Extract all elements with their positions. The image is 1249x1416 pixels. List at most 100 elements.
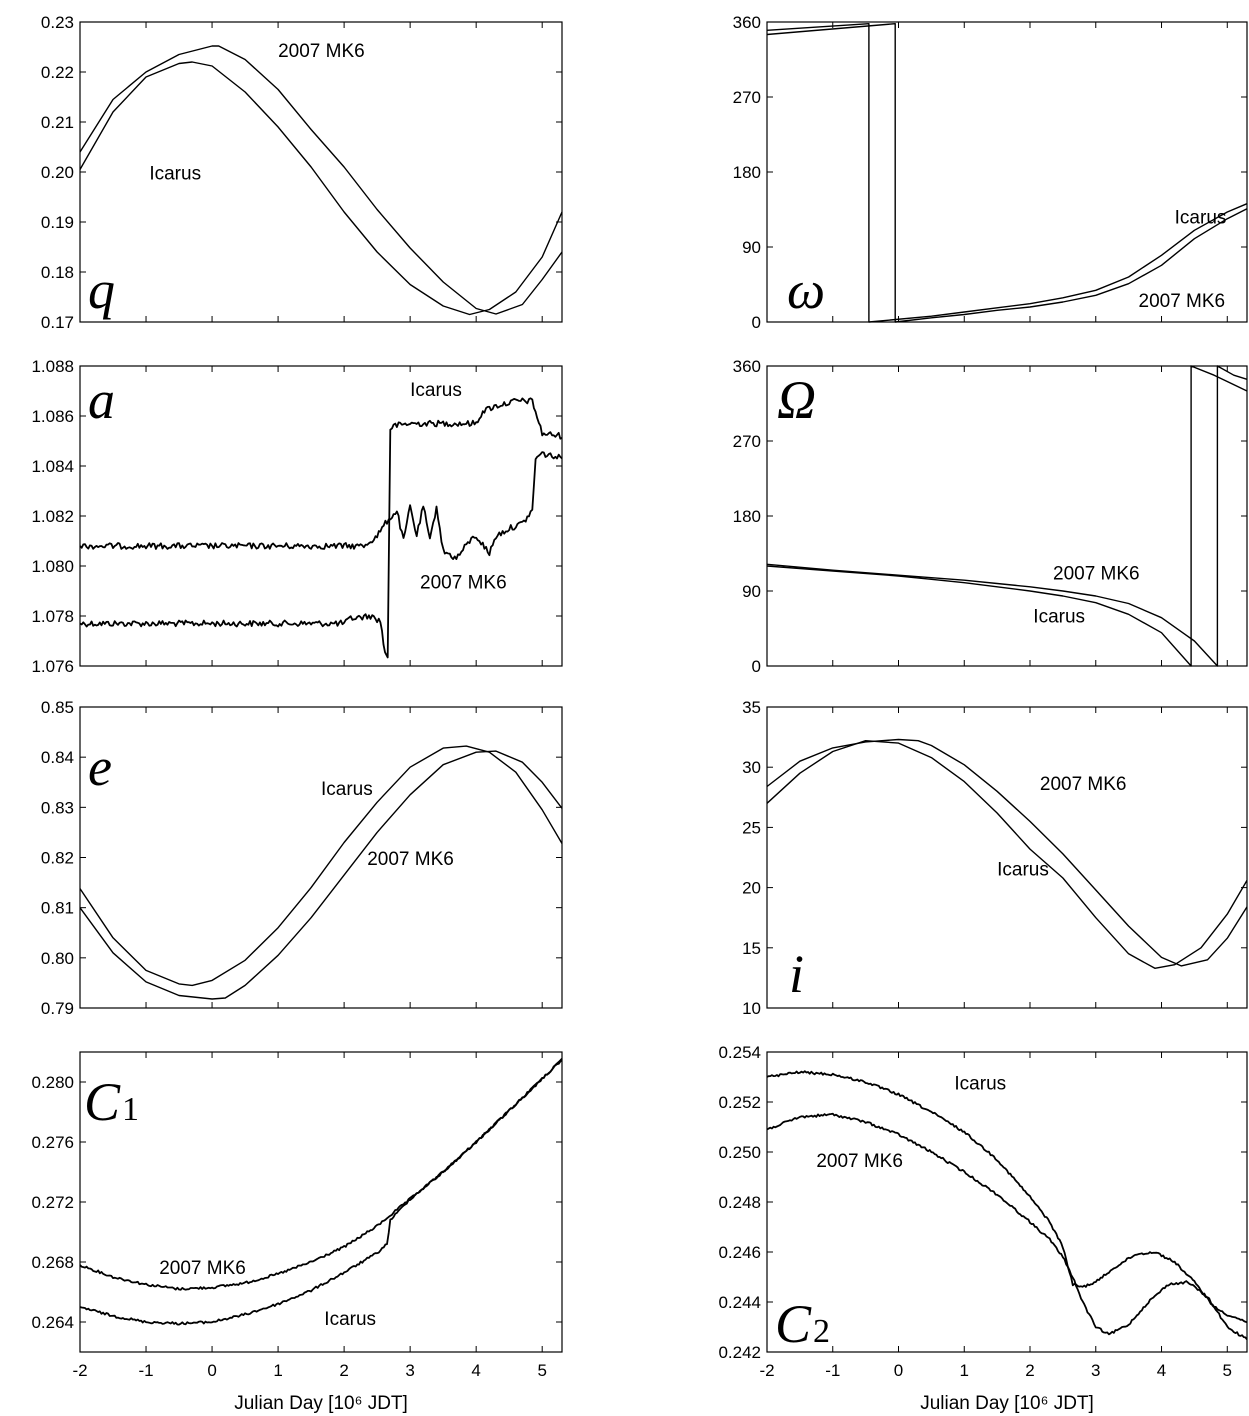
panel-e: 0.79 0.80 0.81 0.82 0.83 0.84 0.85 Icarus 2007 M…: [41, 698, 563, 1018]
x-tick-label: 4: [471, 1361, 480, 1380]
series-annotation: 2007 MK6: [1040, 774, 1127, 795]
series-2007-mk6-line: [79, 1057, 563, 1291]
series-annotation: 2007 MK6: [1053, 563, 1140, 584]
y-tick-label: 0.21: [41, 113, 74, 132]
panel-a: 1.076 1.078 1.080 1.082 1.084 1.086 1.088 Icaru…: [31, 357, 563, 676]
y-tick-label: 0.248: [718, 1193, 761, 1212]
panel-symbol: i: [789, 944, 804, 1004]
series-annotation: Icarus: [149, 164, 201, 185]
x-tick-label: 0: [894, 1361, 903, 1380]
y-tick-label: 0.81: [41, 899, 74, 918]
panel-symbol: C1: [84, 1072, 139, 1132]
y-tick-label: 0.250: [718, 1143, 761, 1162]
y-tick-label: 1.088: [31, 357, 74, 376]
series-2007-mk6-line: [766, 23, 1248, 323]
series-icarus-line: [766, 740, 1248, 969]
series-annotation: 2007 MK6: [420, 573, 507, 594]
y-tick-label: 0.268: [31, 1253, 74, 1272]
y-tick-label: 0.83: [41, 798, 74, 817]
series-icarus-line: [79, 1059, 563, 1326]
y-tick-label: 0.17: [41, 313, 74, 332]
series-annotation: 2007 MK6: [1139, 291, 1226, 312]
panel-symbol: e: [88, 737, 112, 797]
x-tick-label: -2: [759, 1361, 774, 1380]
y-tick-label: 360: [733, 13, 761, 32]
y-tick-label: 0.85: [41, 698, 74, 717]
panel-frame: [79, 1051, 563, 1353]
panel-frame: [766, 706, 1248, 1009]
x-tick-label: -2: [72, 1361, 87, 1380]
panel-i: 10 15 20 25 30 35 2007 MK6 Icarus i: [742, 698, 1248, 1018]
y-tick-label: 90: [742, 582, 761, 601]
panel-symbol: C2: [775, 1294, 830, 1354]
y-tick-label: 20: [742, 879, 761, 898]
y-tick-label: 0.84: [41, 748, 74, 767]
panel-frame: [79, 365, 563, 667]
y-tick-label: 0.23: [41, 13, 74, 32]
series-annotation: Icarus: [324, 1309, 376, 1330]
panel-symbol: Ω: [777, 370, 816, 430]
y-tick-label: 0.18: [41, 263, 74, 282]
y-tick-label: 0.244: [718, 1293, 761, 1312]
x-tick-label: -1: [138, 1361, 153, 1380]
panel-symbol: q: [88, 260, 115, 320]
series-2007-mk6-line: [766, 365, 1248, 667]
panel-Omega: 0 90 180 270 360 2007 MK6 Icarus Ω: [733, 357, 1248, 676]
y-tick-label: 180: [733, 163, 761, 182]
series-icarus-line: [766, 1070, 1248, 1324]
series-annotation: 2007 MK6: [367, 849, 454, 870]
y-tick-label: 15: [742, 939, 761, 958]
y-tick-label: 1.078: [31, 607, 74, 626]
x-axis-label: Julian Day [10⁶ JDT]: [920, 1393, 1094, 1414]
y-tick-label: 0.20: [41, 163, 74, 182]
y-tick-label: 0.82: [41, 849, 74, 868]
x-axis-label: Julian Day [10⁶ JDT]: [234, 1393, 408, 1414]
series-annotation: 2007 MK6: [159, 1258, 246, 1279]
panel-frame: [766, 21, 1248, 323]
series-2007-mk6-line: [79, 45, 563, 315]
series-annotation: 2007 MK6: [278, 41, 365, 62]
x-tick-label: -1: [825, 1361, 840, 1380]
panel-C1: 0.264 0.268 0.272 0.276 0.280 2007 MK6 Icarus C…: [31, 1051, 563, 1353]
panel-symbol: a: [88, 370, 115, 430]
panel-q: 0.17 0.18 0.19 0.20 0.21 0.22 0.23 2007 MK6 Icar…: [41, 13, 563, 332]
y-tick-label: 1.084: [31, 457, 74, 476]
x-tick-label: 4: [1157, 1361, 1166, 1380]
y-tick-label: 0.242: [718, 1343, 761, 1362]
series-2007-mk6-line: [79, 750, 563, 1000]
x-tick-label: 3: [1091, 1361, 1100, 1380]
series-icarus-line: [79, 61, 563, 316]
series-annotation: 2007 MK6: [816, 1151, 903, 1172]
panel-symbol: ω: [787, 260, 825, 320]
x-tick-label: 0: [207, 1361, 216, 1380]
y-tick-label: 0.80: [41, 949, 74, 968]
x-tick-label: 5: [537, 1361, 546, 1380]
y-tick-label: 90: [742, 238, 761, 257]
series-icarus-line: [766, 23, 1248, 323]
y-tick-label: 0.19: [41, 213, 74, 232]
series-annotation: Icarus: [1033, 607, 1085, 628]
x-tick-label: 2: [1025, 1361, 1034, 1380]
x-tick-label: 1: [960, 1361, 969, 1380]
series-annotation: Icarus: [321, 779, 373, 800]
y-tick-label: 1.086: [31, 407, 74, 426]
y-tick-label: 180: [733, 507, 761, 526]
x-tick-label: 2: [339, 1361, 348, 1380]
y-tick-label: 0.246: [718, 1243, 761, 1262]
y-tick-label: 10: [742, 999, 761, 1018]
series-icarus-line: [766, 365, 1248, 667]
series-2007-mk6-line: [766, 738, 1248, 967]
x-tick-label: 5: [1223, 1361, 1232, 1380]
panel-C2: 0.242 0.244 0.246 0.248 0.250 0.252 0.254 Icaru…: [718, 1043, 1248, 1362]
y-tick-label: 0.276: [31, 1133, 74, 1152]
y-tick-label: 1.080: [31, 557, 74, 576]
series-annotation: Icarus: [1175, 208, 1227, 229]
y-tick-label: 360: [733, 357, 761, 376]
y-tick-label: 1.076: [31, 657, 74, 676]
y-tick-label: 0.272: [31, 1193, 74, 1212]
series-icarus-line: [79, 745, 563, 987]
y-tick-label: 0.254: [718, 1043, 761, 1062]
y-tick-label: 35: [742, 698, 761, 717]
y-tick-label: 0: [752, 657, 761, 676]
